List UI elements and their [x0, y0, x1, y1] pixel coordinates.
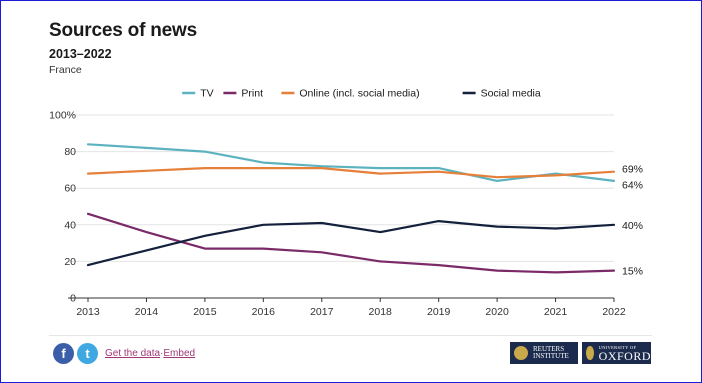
x-tick-label: 2020 — [485, 306, 509, 318]
link-separator: · — [160, 348, 164, 359]
chart-subtitle: 2013–2022 — [49, 47, 112, 61]
x-tick-label: 2016 — [252, 306, 276, 318]
legend-label-online: Online (incl. social media) — [299, 88, 419, 100]
footer-links: Get the data·Embed — [105, 348, 195, 359]
series-line-social — [86, 220, 616, 267]
legend-label-tv: TV — [200, 88, 213, 100]
x-tick-label: 2017 — [310, 306, 334, 318]
legend-label-social: Social media — [481, 88, 541, 100]
end-label-online: 69% — [622, 163, 643, 175]
y-tick-label: 0 — [70, 293, 76, 305]
end-label-social: 40% — [622, 220, 643, 232]
oxford-logo[interactable]: UNIVERSITY OF OXFORD — [582, 342, 651, 364]
embed-link[interactable]: Embed — [163, 348, 196, 359]
x-tick-label: 2014 — [135, 306, 159, 318]
x-tick-label: 2022 — [602, 306, 626, 318]
y-tick-label: 100% — [49, 110, 76, 122]
x-tick-label: 2021 — [544, 306, 568, 318]
series-line-online — [86, 167, 616, 179]
region-label: France — [49, 64, 82, 76]
x-tick-label: 2018 — [369, 306, 393, 318]
x-tick-label: 2013 — [76, 306, 100, 318]
oxford-small-text: UNIVERSITY OF — [598, 344, 637, 350]
reuters-institute-logo[interactable]: REUTERS INSTITUTE — [510, 342, 578, 364]
reuters-line2: INSTITUTE — [533, 352, 569, 360]
chart-title: Sources of news — [49, 20, 197, 41]
oxford-big-text: OXFORD — [598, 348, 651, 363]
facebook-icon[interactable]: f — [53, 343, 74, 364]
reuters-crest-icon — [514, 346, 528, 360]
twitter-icon[interactable]: t — [77, 343, 98, 364]
footer-divider — [49, 335, 652, 336]
legend-label-print: Print — [241, 88, 263, 100]
x-tick-label: 2019 — [427, 306, 451, 318]
series-line-print — [86, 212, 616, 274]
reuters-line1: REUTERS — [533, 344, 565, 353]
x-tick-label: 2015 — [193, 306, 217, 318]
end-label-tv: 64% — [622, 179, 643, 191]
end-label-print: 15% — [622, 266, 643, 278]
y-tick-label: 40 — [64, 219, 76, 231]
y-tick-label: 60 — [64, 183, 76, 195]
get-data-link[interactable]: Get the data — [105, 348, 161, 359]
oxford-crest-icon — [586, 346, 594, 360]
y-tick-label: 80 — [64, 146, 76, 158]
y-tick-label: 20 — [64, 256, 76, 268]
